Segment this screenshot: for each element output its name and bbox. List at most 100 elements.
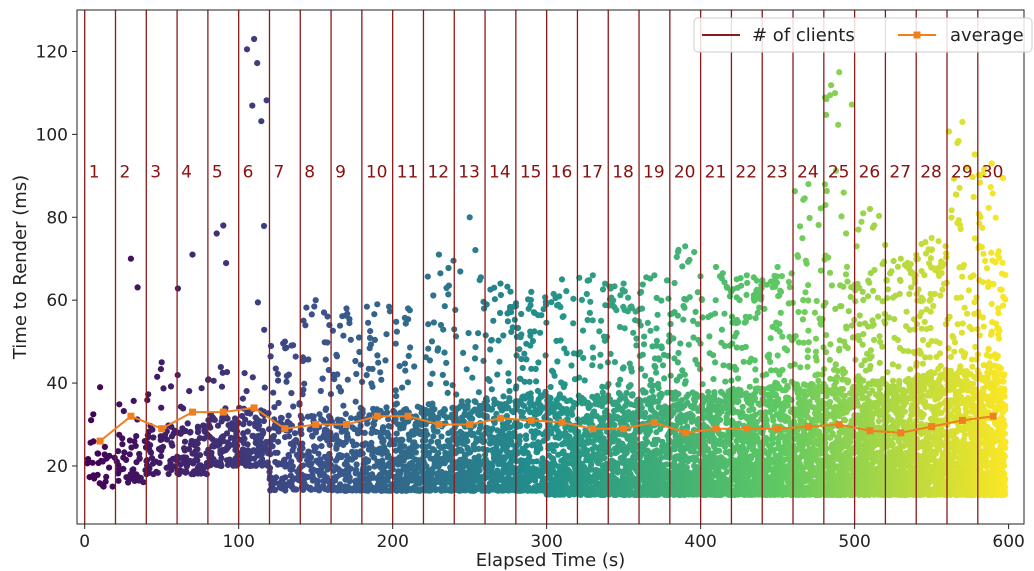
- scatter-point: [374, 301, 381, 308]
- scatter-point: [239, 395, 246, 402]
- scatter-point: [427, 455, 434, 462]
- scatter-point: [556, 404, 564, 411]
- scatter-point: [585, 404, 592, 412]
- scatter-point: [642, 435, 649, 442]
- scatter-point: [97, 384, 104, 391]
- scatter-point: [296, 401, 303, 408]
- scatter-point: [521, 446, 528, 453]
- scatter-point: [720, 472, 727, 479]
- scatter-point: [283, 372, 290, 380]
- scatter-point: [401, 314, 408, 321]
- scatter-point: [553, 337, 560, 344]
- scatter-point: [654, 311, 661, 318]
- scatter-point: [399, 384, 406, 391]
- scatter-point: [596, 328, 603, 335]
- scatter-point: [302, 474, 309, 481]
- scatter-point: [263, 97, 270, 104]
- scatter-point: [435, 345, 442, 352]
- scatter-point: [589, 362, 596, 369]
- scatter-point: [733, 276, 740, 283]
- scatter-point: [461, 440, 468, 447]
- scatter-point: [504, 310, 511, 317]
- scatter-point: [438, 455, 445, 463]
- scatter-point: [286, 433, 293, 440]
- scatter-point: [705, 491, 713, 498]
- scatter-point: [625, 415, 632, 422]
- scatter-point: [258, 118, 265, 125]
- scatter-point: [466, 214, 473, 221]
- scatter-point: [756, 304, 763, 311]
- scatter-point: [167, 457, 174, 464]
- scatter-point: [647, 327, 654, 334]
- scatter-point: [741, 413, 748, 420]
- scatter-point: [320, 482, 327, 489]
- scatter-point: [106, 464, 113, 471]
- scatter-point: [271, 404, 278, 411]
- scatter-point: [339, 313, 346, 320]
- scatter-point: [548, 299, 555, 306]
- scatter-point: [452, 306, 459, 313]
- scatter-point: [490, 434, 497, 441]
- scatter-point: [463, 366, 470, 373]
- scatter-point: [692, 454, 700, 461]
- scatter-point: [144, 462, 151, 469]
- scatter-point: [275, 438, 282, 445]
- scatter-point: [747, 479, 754, 486]
- scatter-point: [241, 370, 248, 377]
- scatter-point: [743, 291, 750, 298]
- scatter-point: [472, 247, 479, 254]
- scatter-point: [434, 414, 441, 421]
- scatter-point: [606, 490, 613, 497]
- scatter-point: [434, 428, 441, 435]
- scatter-point: [723, 414, 730, 421]
- scatter-point: [520, 457, 527, 464]
- scatter-point: [501, 455, 508, 463]
- scatter-point: [353, 461, 360, 468]
- scatter-point: [740, 438, 747, 445]
- scatter-point: [344, 376, 351, 383]
- scatter-point: [205, 459, 213, 466]
- scatter-point: [712, 486, 719, 493]
- scatter-point: [523, 356, 530, 363]
- scatter-point: [577, 470, 584, 477]
- scatter-point: [682, 463, 689, 470]
- scatter-point: [655, 355, 662, 362]
- scatter-point: [274, 449, 281, 456]
- scatter-point: [622, 432, 630, 439]
- scatter-point: [133, 433, 140, 440]
- scatter-point: [521, 350, 528, 357]
- scatter-point: [168, 433, 176, 440]
- scatter-point: [777, 309, 784, 316]
- scatter-point: [583, 290, 590, 298]
- scatter-point: [365, 474, 372, 481]
- scatter-point: [568, 362, 575, 369]
- scatter-point: [528, 365, 535, 372]
- scatter-point: [552, 487, 559, 494]
- scatter-point: [625, 294, 632, 301]
- scatter-point: [346, 320, 353, 327]
- scatter-point: [157, 436, 164, 443]
- scatter-point: [355, 334, 363, 341]
- scatter-point: [195, 470, 202, 477]
- scatter-point: [220, 222, 227, 229]
- scatter-point: [428, 338, 436, 345]
- scatter-point: [401, 360, 408, 367]
- scatter-point: [336, 322, 344, 329]
- scatter-point: [526, 400, 533, 407]
- scatter-point: [492, 446, 499, 453]
- scatter-point: [767, 335, 774, 342]
- scatter-point: [274, 370, 281, 378]
- scatter-point: [370, 487, 377, 494]
- scatter-point: [641, 333, 648, 340]
- scatter-point: [427, 380, 434, 388]
- scatter-point: [653, 369, 660, 376]
- scatter-point: [653, 459, 660, 466]
- scatter-point: [131, 477, 138, 484]
- scatter-point: [631, 413, 639, 420]
- scatter-point: [334, 454, 341, 462]
- scatter-point: [324, 313, 331, 320]
- scatter-point: [507, 458, 515, 466]
- scatter-point: [342, 410, 349, 417]
- scatter-point: [224, 457, 231, 464]
- scatter-point: [324, 466, 331, 473]
